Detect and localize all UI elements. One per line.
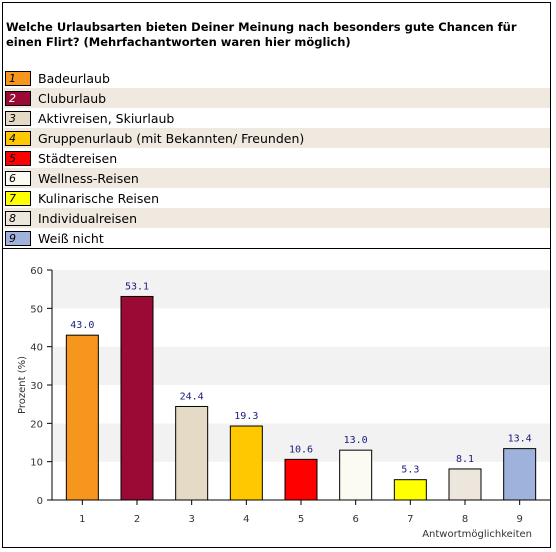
- bar: [175, 405, 209, 501]
- legend-swatch: 7: [5, 190, 31, 206]
- legend-item: 3 Aktivreisen, Skiurlaub: [4, 108, 550, 128]
- legend-swatch: 3: [5, 110, 31, 126]
- y-tick-label: 20: [30, 419, 43, 430]
- bar: [393, 479, 427, 501]
- legend-label: Städtereisen: [38, 150, 118, 166]
- legend: 1 Badeurlaub 2 Cluburlaub 3 Aktivreisen, Skiu…: [4, 68, 550, 248]
- legend-label: Weiß nicht: [38, 230, 104, 246]
- y-tick-label: 50: [30, 304, 43, 315]
- x-axis-label: Antwortmöglichkeiten: [422, 529, 532, 540]
- bar-value-label: 10.6: [289, 444, 313, 455]
- legend-label: Individualreisen: [38, 210, 138, 226]
- legend-item: 9 Weiß nicht: [4, 228, 550, 248]
- legend-swatch: 5: [5, 150, 31, 166]
- bar: [65, 334, 99, 501]
- divider: [3, 248, 550, 249]
- legend-label: Kulinarische Reisen: [38, 190, 160, 206]
- legend-label: Wellness-Reisen: [38, 170, 139, 186]
- x-tick-label: 4: [243, 514, 249, 525]
- question-title: Welche Urlaubsarten bieten Deiner Meinun…: [6, 20, 517, 49]
- x-tick-label: 9: [516, 514, 522, 525]
- y-tick-label: 0: [37, 496, 43, 507]
- bar: [229, 425, 263, 501]
- legend-item: 8 Individualreisen: [4, 208, 550, 228]
- legend-swatch: 8: [5, 210, 31, 226]
- legend-swatch: 1: [5, 70, 31, 86]
- legend-item: 6 Wellness-Reisen: [4, 168, 550, 188]
- bar: [339, 449, 373, 501]
- bar-value-label: 24.4: [180, 391, 204, 402]
- legend-item: 1 Badeurlaub: [4, 68, 550, 88]
- legend-item: 2 Cluburlaub: [4, 88, 550, 108]
- x-tick-label: 2: [134, 514, 140, 525]
- y-tick-label: 60: [30, 266, 43, 277]
- bar: [503, 448, 537, 501]
- legend-swatch: 6: [5, 170, 31, 186]
- legend-swatch: 9: [5, 230, 31, 246]
- bar: [284, 458, 318, 501]
- bar-value-label: 43.0: [70, 320, 94, 331]
- bar-value-label: 13.4: [508, 434, 532, 445]
- bar-value-label: 53.1: [125, 281, 149, 292]
- x-tick-label: 1: [79, 514, 85, 525]
- x-tick-label: 7: [407, 514, 413, 525]
- y-axis-label: Prozent (%): [17, 356, 28, 414]
- x-tick-label: 3: [188, 514, 194, 525]
- bar: [120, 295, 154, 501]
- bar-value-label: 19.3: [234, 411, 258, 422]
- bar-value-label: 5.3: [401, 465, 419, 476]
- y-tick-label: 30: [30, 381, 43, 392]
- bar-value-label: 13.0: [344, 435, 368, 446]
- legend-label: Aktivreisen, Skiurlaub: [38, 110, 175, 126]
- legend-swatch: 4: [5, 130, 31, 146]
- legend-swatch: 2: [5, 90, 31, 106]
- legend-item: 7 Kulinarische Reisen: [4, 188, 550, 208]
- x-tick-label: 8: [462, 514, 468, 525]
- y-tick-label: 40: [30, 343, 43, 354]
- legend-item: 4 Gruppenurlaub (mit Bekannten/ Freunden): [4, 128, 550, 148]
- legend-item: 5 Städtereisen: [4, 148, 550, 168]
- legend-label: Gruppenurlaub (mit Bekannten/ Freunden): [38, 130, 305, 146]
- bar: [448, 468, 482, 501]
- x-tick-label: 5: [298, 514, 304, 525]
- x-tick-label: 6: [352, 514, 358, 525]
- y-tick-label: 10: [30, 458, 43, 469]
- bar-value-label: 8.1: [456, 454, 474, 465]
- legend-label: Badeurlaub: [38, 70, 110, 86]
- legend-label: Cluburlaub: [38, 90, 107, 106]
